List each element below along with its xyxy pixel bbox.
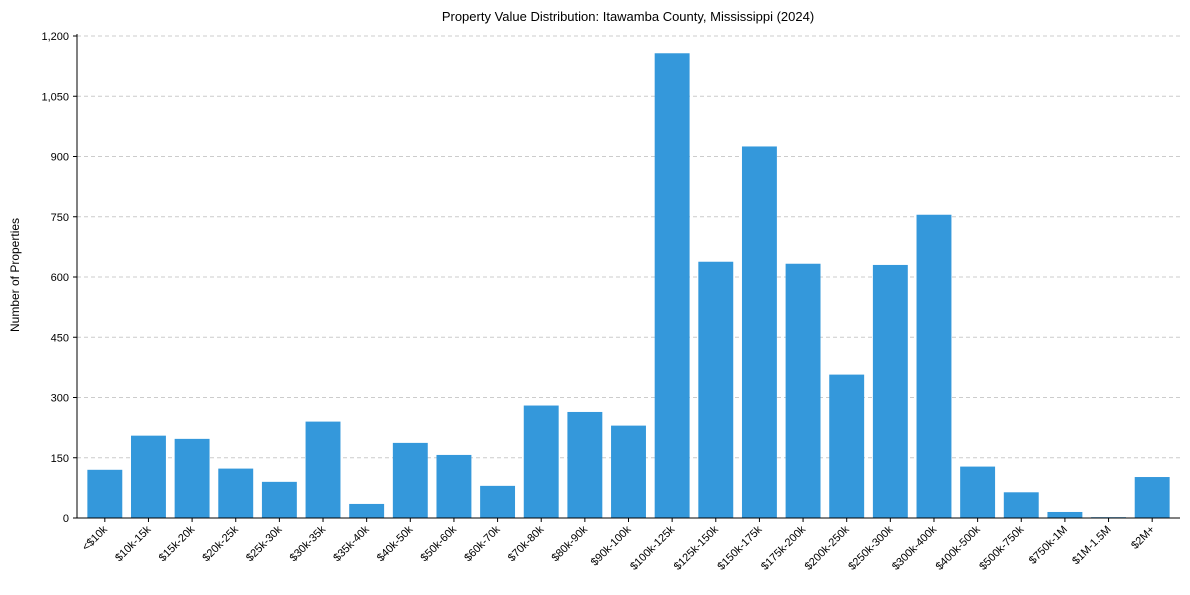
x-tick-label: $175k-200k bbox=[759, 523, 808, 572]
y-tick-label: 450 bbox=[51, 332, 69, 344]
bar bbox=[698, 261, 734, 518]
x-tick-label: $200k-250k bbox=[803, 523, 852, 572]
y-tick-label: 150 bbox=[51, 453, 69, 465]
x-tick-label: <$10k bbox=[80, 523, 110, 553]
x-tick-label: $10k-15k bbox=[113, 523, 154, 564]
bar bbox=[611, 425, 646, 518]
y-tick-label: 900 bbox=[51, 152, 69, 164]
bar bbox=[480, 485, 516, 518]
bar bbox=[349, 503, 385, 518]
x-tick-label: $1M-1.5M bbox=[1070, 524, 1114, 568]
bar bbox=[1003, 492, 1039, 518]
x-tick-label: $60k-70k bbox=[462, 523, 503, 564]
x-tick-label: $2M+ bbox=[1129, 524, 1157, 552]
x-tick-label: $150k-175k bbox=[715, 523, 764, 572]
bar bbox=[436, 454, 472, 518]
bar bbox=[872, 264, 908, 518]
x-tick-label: $30k-35k bbox=[288, 523, 329, 564]
grid-lines bbox=[77, 35, 1180, 459]
y-tick-label: 300 bbox=[51, 393, 69, 405]
x-tick-label: $90k-100k bbox=[589, 523, 634, 568]
bar bbox=[131, 435, 166, 518]
x-tick-label: $80k-90k bbox=[549, 523, 590, 564]
bar bbox=[960, 466, 996, 518]
x-tick-label: $500k-750k bbox=[977, 523, 1026, 572]
bar bbox=[87, 469, 123, 518]
x-tick-label: $70k-80k bbox=[506, 523, 547, 564]
x-tick-label: $250k-300k bbox=[846, 523, 895, 572]
chart-title: Property Value Distribution: Itawamba Co… bbox=[442, 9, 814, 24]
y-tick-label: 600 bbox=[51, 272, 69, 284]
x-tick-label: $50k-60k bbox=[419, 523, 460, 564]
bar bbox=[916, 214, 952, 518]
bar bbox=[392, 442, 428, 518]
bar bbox=[1047, 511, 1083, 518]
bar bbox=[741, 146, 777, 519]
x-tick-label: $400k-500k bbox=[934, 523, 983, 572]
y-ticks: 0 150 300 450 600 750 900 1,050 1,200 bbox=[41, 31, 77, 525]
bar bbox=[523, 405, 559, 518]
x-tick-label: $35k-40k bbox=[331, 523, 372, 564]
y-tick-label: 0 bbox=[63, 513, 69, 525]
x-tick-label: $40k-50k bbox=[375, 523, 416, 564]
bar bbox=[1134, 477, 1170, 518]
bar bbox=[261, 481, 297, 518]
x-tick-label: $750k-1M bbox=[1027, 524, 1070, 567]
bar bbox=[567, 411, 603, 518]
bar bbox=[829, 374, 865, 518]
bar bbox=[305, 421, 341, 518]
bar bbox=[654, 53, 690, 518]
y-tick-label: 1,200 bbox=[41, 31, 69, 43]
bar bbox=[174, 438, 210, 518]
x-tick-label: $125k-150k bbox=[672, 523, 721, 572]
x-tick-label: $25k-30k bbox=[244, 523, 285, 564]
y-axis-label: Number of Properties bbox=[8, 218, 22, 332]
x-tick-label: $100k-125k bbox=[628, 523, 677, 572]
bars bbox=[87, 53, 1170, 519]
y-tick-label: 750 bbox=[51, 212, 69, 224]
x-tick-label: $300k-400k bbox=[890, 523, 939, 572]
y-tick-label: 1,050 bbox=[41, 91, 69, 103]
bar bbox=[218, 468, 254, 518]
x-ticks: <$10k $10k-15k $15k-20k $20k-25k $25k-30k $30… bbox=[80, 518, 1157, 573]
bar bbox=[785, 263, 821, 518]
x-tick-label: $20k-25k bbox=[200, 523, 241, 564]
x-tick-label: $15k-20k bbox=[157, 523, 198, 564]
